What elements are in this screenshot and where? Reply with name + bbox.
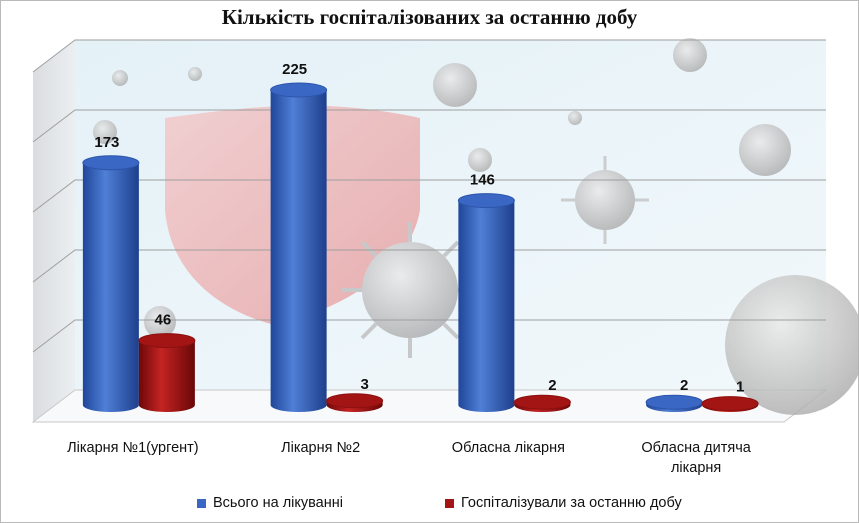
x-tick-label: Обласна лікарня [451, 440, 565, 456]
legend-item-total: Всього на лікуванні [197, 495, 343, 511]
x-tick-label: Лікарня №1(ургент) [67, 440, 199, 456]
virus-icon [468, 148, 492, 172]
data-label: 3 [360, 376, 368, 393]
virus-icon [568, 111, 582, 125]
legend-item-hospitalized: Госпіталізували за останню добу [445, 495, 682, 511]
data-label: 173 [94, 134, 119, 151]
bars: 173 46 225 3 146 2 2 1 [82, 61, 759, 413]
plot-side-wall [33, 40, 75, 422]
virus-icon [725, 275, 859, 415]
data-label: 225 [282, 61, 307, 78]
virus-icon [673, 38, 707, 72]
grid-line [32, 109, 826, 143]
legend-swatch-total [197, 498, 206, 508]
virus-icon [188, 67, 202, 81]
legend: Всього на лікуванні Госпіталізували за о… [0, 495, 859, 517]
legend-label-hospitalized: Госпіталізували за останню добу [461, 495, 682, 511]
x-tick-label: Обласна дитяча лікарня [641, 440, 751, 476]
virus-icon [112, 70, 128, 86]
grid-line [32, 179, 826, 213]
virus-icon [739, 124, 791, 176]
data-label: 2 [680, 377, 688, 394]
virus-icon [144, 306, 176, 338]
legend-swatch-hospitalized [445, 498, 454, 508]
bar-hospitalized-3 [701, 396, 759, 413]
virus-icon [342, 222, 478, 358]
data-label: 2 [548, 377, 556, 394]
grid-line [32, 319, 826, 353]
data-label: 146 [470, 172, 495, 189]
bar-hospitalized-1 [326, 393, 384, 413]
bar-hospitalized-0 [138, 333, 196, 413]
chart-title: Кількість госпіталізованих за останню до… [221, 5, 638, 29]
bar-total-1 [270, 82, 328, 413]
legend-label-total: Всього на лікуванні [213, 495, 343, 511]
bar-total-2 [457, 193, 515, 413]
bar-hospitalized-2 [513, 394, 571, 413]
grid-lines [32, 39, 826, 353]
grid-line [32, 39, 826, 73]
data-label: 1 [736, 379, 744, 396]
grid-line [32, 249, 826, 283]
virus-icon [561, 156, 649, 244]
bar-total-0 [82, 155, 140, 413]
virus-icon [93, 120, 117, 144]
x-tick-label: Лікарня №2 [281, 440, 361, 456]
bar-total-3 [645, 394, 703, 413]
data-label: 46 [155, 312, 172, 329]
virus-icon [433, 63, 477, 107]
